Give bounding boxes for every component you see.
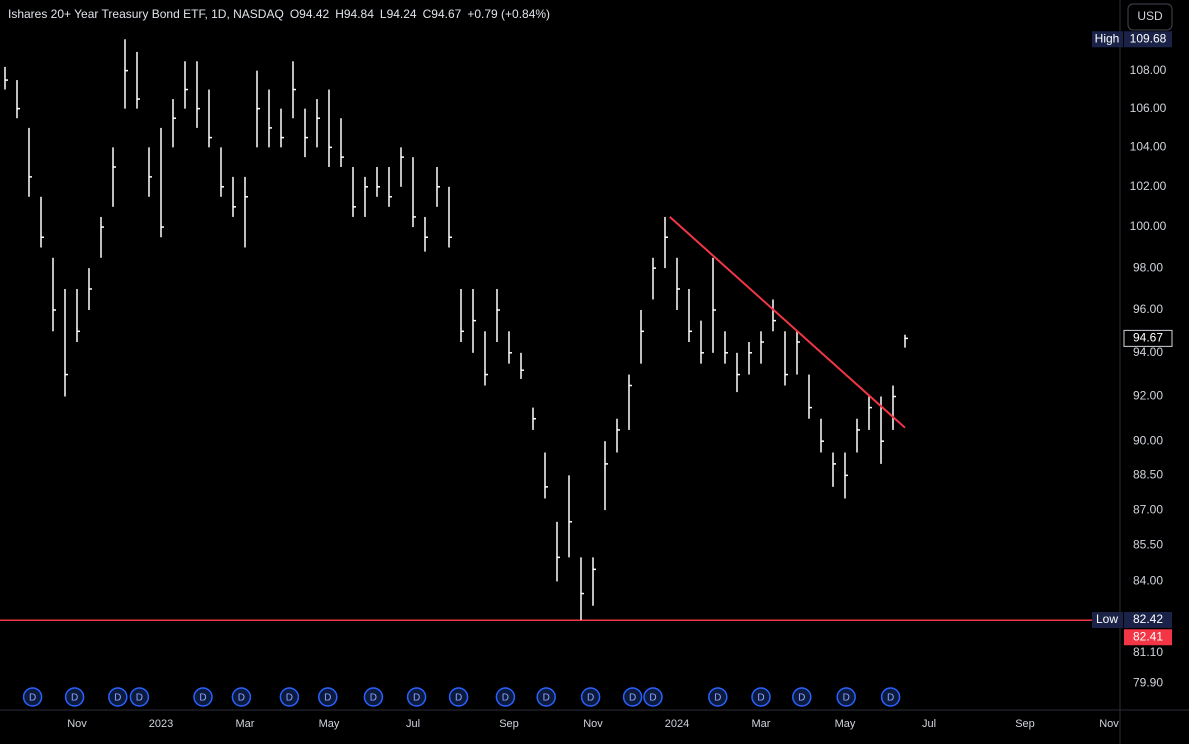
last-price: 94.67: [1133, 331, 1163, 345]
y-tick-label: 96.00: [1133, 302, 1163, 316]
dividend-label: D: [543, 693, 550, 704]
dividend-marker: [792, 687, 812, 707]
marker-value-badge: [1124, 612, 1172, 629]
dividend-label: D: [413, 693, 420, 704]
dividend-marker: [22, 687, 43, 707]
y-tick-label: 94.00: [1133, 345, 1163, 359]
x-tick-label: Sep: [1015, 718, 1035, 730]
y-tick-label: 108.00: [1130, 63, 1167, 77]
dividend-marker: [536, 687, 556, 707]
dividend-label: D: [714, 693, 721, 704]
dividend-label: D: [455, 693, 462, 704]
y-tick-label: 98.00: [1133, 260, 1163, 274]
dividend-marker: [279, 687, 300, 707]
dividend-marker: [108, 687, 128, 707]
marker-label: Low: [1096, 612, 1118, 626]
ohlc-value: 94.42: [299, 7, 329, 21]
marker-label-badge: [1092, 31, 1123, 48]
last-price-badge: [1123, 329, 1173, 347]
y-tick-label: 102.00: [1130, 179, 1167, 193]
y-tick-label: 100.00: [1130, 219, 1167, 233]
change: +0.79 (+0.84%): [467, 7, 550, 21]
currency-button[interactable]: [1127, 3, 1173, 31]
dividend-marker: [622, 687, 643, 707]
x-tick-label: 2024: [665, 718, 689, 730]
x-tick-label: Nov: [583, 718, 603, 730]
y-tick-label: 87.00: [1133, 502, 1163, 516]
dividend-marker: [64, 687, 85, 707]
marker-value: 109.68: [1130, 31, 1167, 45]
y-tick-label: 85.50: [1133, 538, 1163, 552]
marker-value-badge: [1124, 31, 1172, 48]
dividend-marker: [836, 687, 856, 707]
dividend-label: D: [114, 693, 121, 704]
dividend-label: D: [587, 693, 594, 704]
hline-value: 82.41: [1133, 629, 1163, 643]
dividend-marker: [708, 687, 728, 707]
dividend-label: D: [238, 693, 245, 704]
x-tick-label: Mar: [236, 718, 255, 730]
y-tick-label: 81.10: [1133, 645, 1163, 659]
chart-title: Ishares 20+ Year Treasury Bond ETF, 1D, …: [8, 7, 284, 21]
y-tick-label: 92.00: [1133, 389, 1163, 403]
dividend-marker: [448, 687, 469, 707]
dividend-marker: [318, 687, 338, 707]
dividend-label: D: [286, 693, 293, 704]
currency-label[interactable]: USD: [1137, 9, 1163, 23]
y-tick-label: 90.00: [1133, 433, 1163, 447]
dividend-marker: [880, 687, 901, 707]
x-tick-label: May: [835, 718, 856, 730]
hline-badge: [1124, 629, 1172, 646]
ohlc-value: 94.24: [387, 7, 417, 21]
y-tick-label: 106.00: [1130, 101, 1167, 115]
dividend-label: D: [629, 693, 636, 704]
dividend-marker: [643, 687, 663, 707]
dividend-label: D: [370, 693, 377, 704]
dividend-label: D: [798, 693, 805, 704]
dividend-label: D: [843, 693, 850, 704]
dividend-marker: [193, 687, 213, 707]
ohlc-key: O: [290, 7, 299, 21]
x-tick-label: Mar: [752, 718, 771, 730]
trendline: [669, 216, 906, 429]
dividend-label: D: [502, 693, 509, 704]
dividend-marker: [751, 687, 771, 707]
x-tick-label: 2023: [149, 718, 173, 730]
dividend-marker: [231, 687, 252, 707]
ohlc-key: L: [380, 7, 387, 21]
y-tick-label: 84.00: [1133, 574, 1163, 588]
dividend-label: D: [71, 693, 78, 704]
dividend-marker: [363, 687, 384, 707]
dividend-label: D: [887, 693, 894, 704]
dividend-label: D: [136, 693, 143, 704]
marker-label-badge: [1092, 612, 1123, 629]
dividend-label: D: [757, 693, 764, 704]
y-tick-label: 88.50: [1133, 468, 1163, 482]
dividend-label: D: [324, 693, 331, 704]
x-tick-label: Jul: [406, 718, 420, 730]
dividend-marker: [129, 687, 150, 707]
ohlc-key: C: [423, 7, 432, 21]
dividend-label: D: [649, 693, 656, 704]
ohlc-value: 94.67: [431, 7, 461, 21]
x-tick-label: Nov: [1099, 718, 1119, 730]
ohlc-key: H: [335, 7, 344, 21]
dividend-label: D: [29, 693, 36, 704]
legend: Ishares 20+ Year Treasury Bond ETF, 1D, …: [8, 7, 550, 21]
marker-value: 82.42: [1133, 612, 1163, 626]
dividend-marker: [406, 687, 427, 707]
x-tick-label: May: [319, 718, 340, 730]
x-tick-label: Sep: [499, 718, 519, 730]
dividend-label: D: [199, 693, 206, 704]
dividend-marker: [580, 687, 601, 707]
y-tick-label: 104.00: [1130, 140, 1167, 154]
dividend-marker: [495, 687, 516, 707]
y-tick-label: 79.90: [1133, 675, 1163, 689]
x-tick-label: Nov: [67, 718, 87, 730]
marker-label: High: [1095, 31, 1120, 45]
ohlc-value: 94.84: [344, 7, 374, 21]
x-tick-label: Jul: [922, 718, 936, 730]
